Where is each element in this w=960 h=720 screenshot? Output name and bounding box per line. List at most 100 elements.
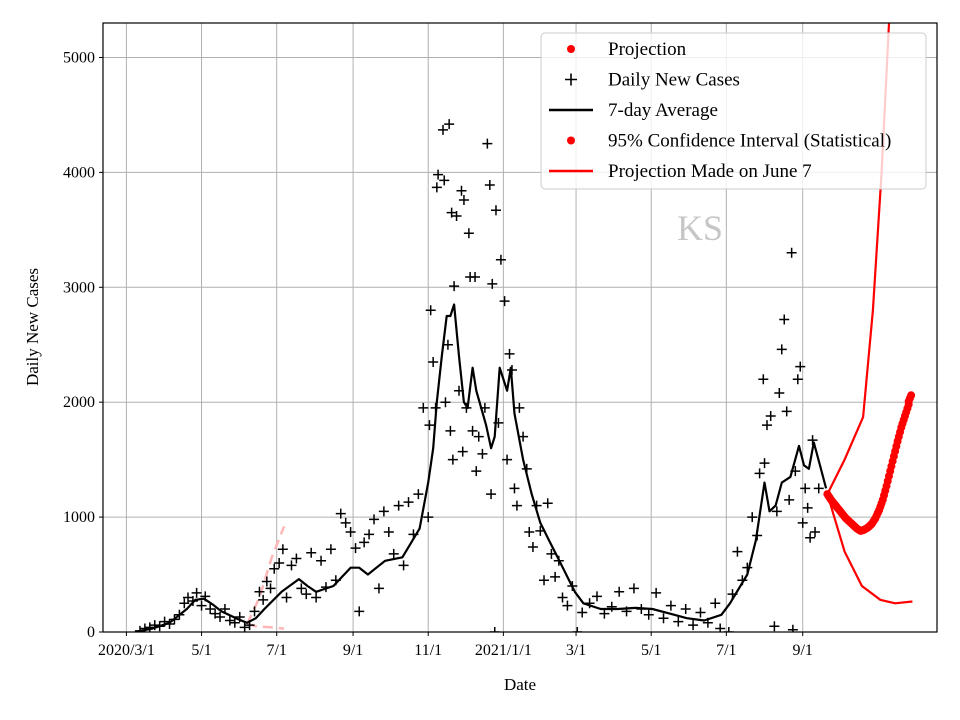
daily-case-point (577, 607, 588, 618)
daily-case-point (606, 601, 617, 612)
daily-case-point (196, 600, 207, 611)
daily-case-point (813, 483, 824, 494)
x-tick-label: 11/1 (414, 642, 442, 659)
legend-label: 95% Confidence Interval (Statistical) (608, 131, 891, 152)
daily-case-point (511, 500, 522, 511)
daily-case-point (805, 532, 816, 543)
daily-case-point (489, 627, 500, 632)
daily-case-point (373, 583, 384, 594)
daily-case-point (557, 592, 568, 603)
daily-case-point (354, 606, 365, 617)
daily-case-point (509, 483, 520, 494)
daily-case-point (388, 548, 399, 559)
daily-case-point (277, 544, 288, 555)
daily-case-point (311, 592, 322, 603)
daily-case-point (398, 560, 409, 571)
daily-case-point (792, 374, 803, 385)
daily-case-point (306, 547, 317, 558)
y-tick-label: 1000 (63, 509, 95, 526)
projection-point (907, 391, 916, 400)
daily-case-point (754, 468, 765, 479)
daily-case-point (758, 374, 769, 385)
daily-case-point (471, 466, 482, 477)
daily-case-point (487, 278, 498, 289)
daily-case-point (413, 489, 424, 500)
daily-case-point (599, 608, 610, 619)
daily-case-point (456, 185, 467, 196)
daily-case-point (393, 500, 404, 511)
daily-case-point (451, 211, 462, 222)
daily-case-point (710, 598, 721, 609)
daily-case-point (269, 563, 280, 574)
daily-case-point (490, 205, 501, 216)
daily-case-point (795, 361, 806, 372)
daily-case-point (457, 446, 468, 457)
x-tick-label: 9/1 (792, 642, 812, 659)
daily-case-point (281, 592, 292, 603)
y-tick-label: 0 (87, 624, 95, 641)
daily-case-point (350, 543, 361, 554)
daily-case-point (428, 356, 439, 367)
plot-frame (102, 22, 938, 633)
daily-case-point (463, 228, 474, 239)
daily-case-point (286, 560, 297, 571)
x-tick-label: 2021/1/1 (475, 642, 532, 659)
daily-case-point (470, 271, 481, 282)
daily-case-point (340, 517, 351, 528)
daily-case-point (688, 620, 699, 631)
daily-case-point (810, 527, 821, 538)
daily-case-point (797, 517, 808, 528)
seven-day-average-line (134, 303, 828, 632)
daily-case-point (438, 124, 449, 135)
daily-case-point (274, 558, 285, 569)
daily-case-point (499, 296, 510, 307)
daily-case-point (514, 402, 525, 413)
x-tick-label: 9/1 (343, 642, 363, 659)
daily-case-point (316, 555, 327, 566)
daily-case-point (504, 348, 515, 359)
daily-case-point (787, 624, 798, 632)
daily-case-point (424, 420, 435, 431)
daily-case-point (761, 420, 772, 431)
daily-case-point (784, 494, 795, 505)
x-tick-label: 7/1 (716, 642, 736, 659)
daily-case-point (261, 576, 272, 587)
legend-plus-icon (565, 73, 577, 86)
daily-case-point (524, 527, 535, 538)
daily-case-point (800, 483, 811, 494)
daily-case-point (265, 583, 276, 594)
daily-case-point (786, 247, 797, 258)
y-axis-label: Daily New Cases (23, 268, 42, 386)
daily-case-point (673, 616, 684, 627)
daily-case-point (732, 546, 743, 557)
daily-case-point (723, 627, 734, 632)
daily-case-point (425, 305, 436, 316)
daily-case-point (651, 587, 662, 598)
x-tick-label: 3/1 (566, 642, 586, 659)
x-tick-label: 5/1 (641, 642, 661, 659)
legend-label: 7-day Average (608, 100, 718, 121)
daily-case-point (431, 182, 442, 193)
y-tick-label: 2000 (63, 394, 95, 411)
daily-case-point (539, 575, 550, 586)
daily-case-point (444, 119, 455, 130)
daily-case-point (484, 180, 495, 191)
daily-case-point (477, 448, 488, 459)
daily-case-point (291, 553, 302, 564)
daily-case-point (433, 169, 444, 180)
daily-case-point (239, 622, 250, 632)
legend: Projection Daily New Cases 7-day Average 95… (540, 32, 927, 190)
y-tick-label: 3000 (63, 279, 95, 296)
ci-lower-line (826, 493, 913, 605)
daily-case-point (562, 600, 573, 611)
daily-case-point (781, 406, 792, 417)
legend-label: Daily New Cases (608, 70, 740, 91)
daily-case-point (447, 454, 458, 465)
daily-case-point (249, 606, 260, 617)
daily-case-point (449, 281, 460, 292)
daily-case-point (680, 604, 691, 615)
daily-case-point (378, 506, 389, 517)
daily-case-point (665, 600, 676, 611)
daily-case-point (345, 527, 356, 538)
